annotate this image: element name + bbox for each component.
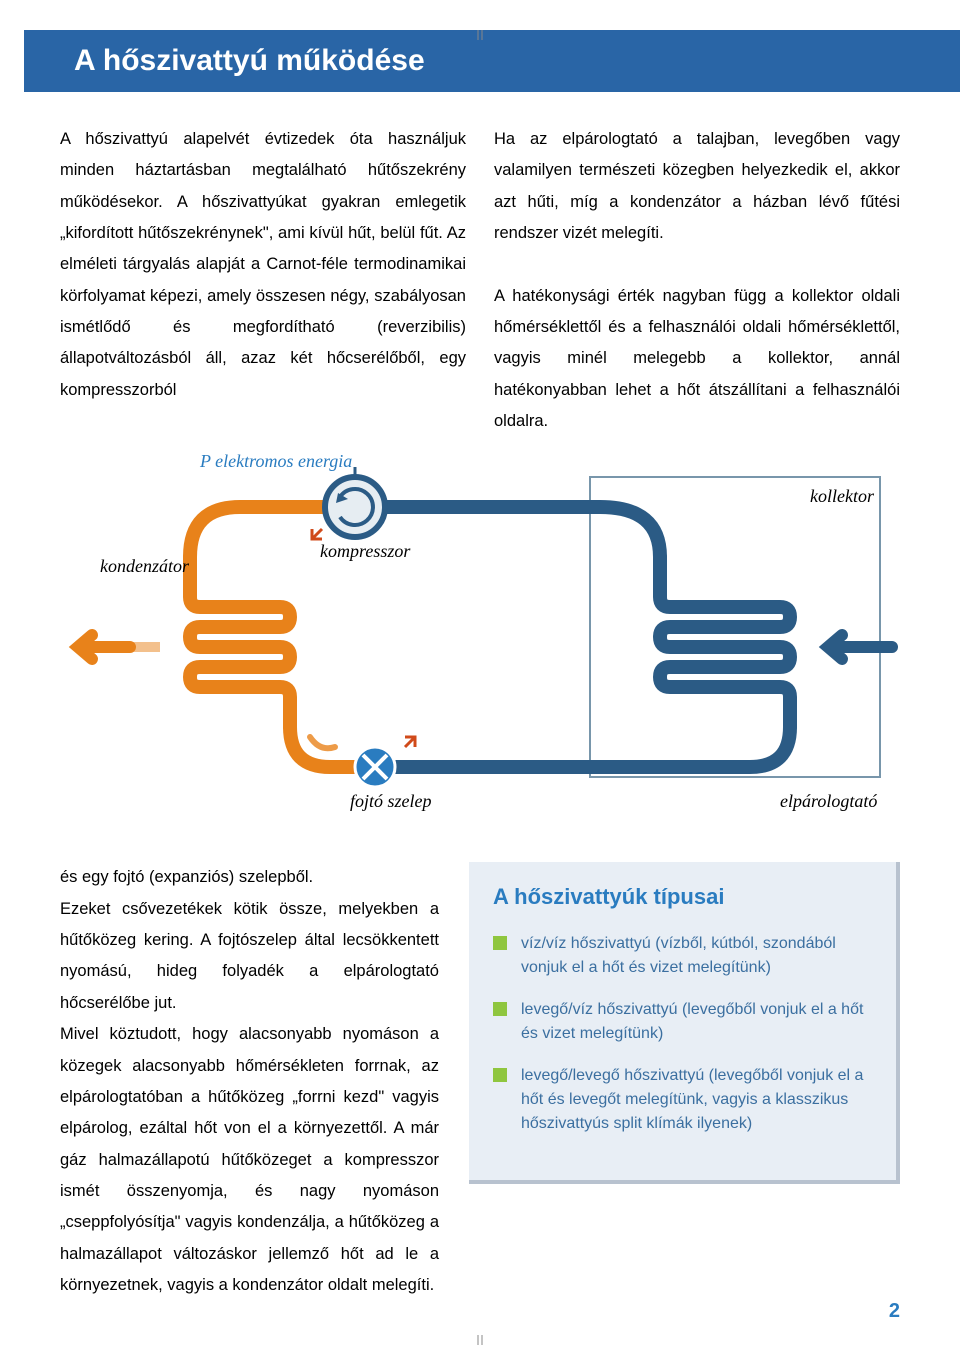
- label-elparologtato: elpárologtató: [780, 791, 877, 811]
- intro-columns: A hőszivattyú alapelvét évtizedek óta ha…: [0, 124, 960, 437]
- page-number: 2: [889, 1300, 900, 1323]
- label-kompresszor: kompresszor: [320, 541, 411, 561]
- crop-marks-bottom: [0, 1331, 960, 1345]
- bottom-section: és egy fojtó (expanziós) szelepből. Ezek…: [0, 832, 960, 1301]
- types-list: víz/víz hőszivattyú (vízből, kútból, szo…: [493, 932, 872, 1136]
- label-kollektor: kollektor: [810, 486, 875, 506]
- page-title: A hőszivattyú működése: [74, 44, 425, 77]
- types-box: A hőszivattyúk típusai víz/víz hőszivatt…: [469, 862, 900, 1184]
- crop-marks-top: [0, 30, 960, 44]
- heat-pump-diagram: kollektor P elektromos energia: [0, 447, 960, 832]
- types-item: levegő/víz hőszivattyú (levegőből vonjuk…: [493, 998, 872, 1046]
- bottom-text: és egy fojtó (expanziós) szelepből. Ezek…: [60, 862, 439, 1301]
- types-title: A hőszivattyúk típusai: [493, 884, 872, 910]
- diagram-svg: kollektor P elektromos energia: [60, 447, 900, 827]
- label-kondenzator: kondenzátor: [100, 556, 190, 576]
- page: A hőszivattyú működése A hőszivattyú ala…: [0, 30, 960, 1331]
- label-p-elektromos: P elektromos energia: [199, 451, 352, 471]
- types-item: levegő/levegő hőszivattyú (levegőből von…: [493, 1064, 872, 1136]
- label-fojto-szelep: fojtó szelep: [350, 791, 432, 811]
- intro-right-col: Ha az elpárologtató a talajban, levegőbe…: [494, 124, 900, 437]
- types-item: víz/víz hőszivattyú (vízből, kútból, szo…: [493, 932, 872, 980]
- intro-left-col: A hőszivattyú alapelvét évtizedek óta ha…: [60, 124, 466, 437]
